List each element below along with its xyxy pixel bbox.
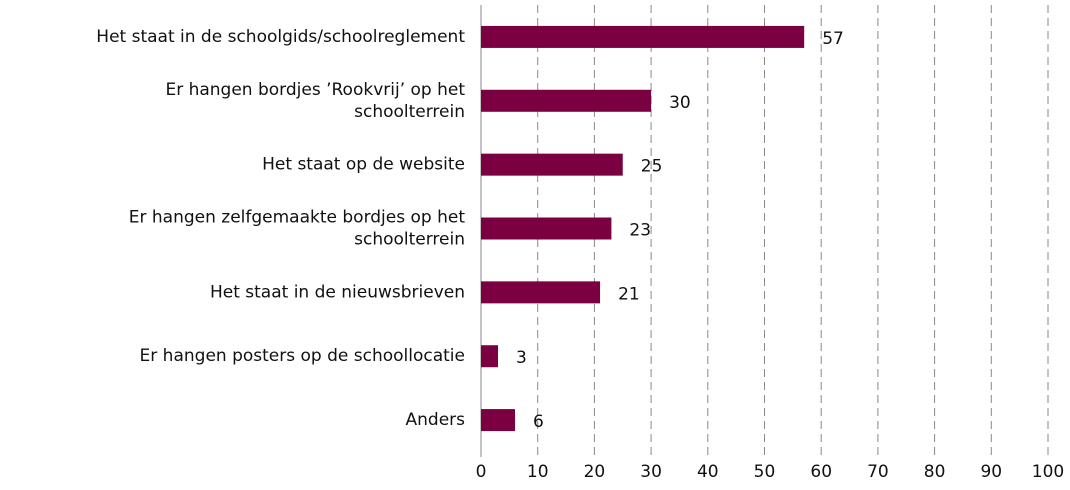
x-tick-label: 100: [1032, 462, 1064, 482]
data-label: 25: [641, 157, 663, 177]
bar: [481, 409, 516, 432]
y-tick-label: Anders: [406, 410, 466, 430]
data-label: 30: [669, 93, 691, 113]
bar: [481, 217, 612, 240]
data-label: 57: [822, 29, 844, 49]
x-tick-label: 50: [754, 462, 776, 482]
bar: [481, 281, 601, 304]
bar: [481, 345, 499, 368]
x-tick-label: 0: [476, 462, 487, 482]
data-label: 3: [516, 348, 527, 368]
x-tick-label: 10: [527, 462, 549, 482]
x-tick-label: 70: [867, 462, 889, 482]
x-tick-label: 40: [697, 462, 719, 482]
x-tick-label: 20: [584, 462, 606, 482]
x-tick-label: 30: [640, 462, 662, 482]
y-tick-label: Het staat in de schoolgids/schoolregleme…: [96, 27, 465, 47]
y-tick-label: Er hangen zelfgemaakte bordjes op het sch…: [129, 208, 466, 250]
bar: [481, 153, 623, 176]
y-tick-label: Het staat op de website: [262, 155, 465, 175]
bar: [481, 89, 652, 112]
data-label: 21: [618, 284, 640, 304]
x-tick-label: 90: [980, 462, 1002, 482]
x-tick-label: 60: [810, 462, 832, 482]
data-label: 6: [533, 412, 544, 432]
x-tick-label: 80: [924, 462, 946, 482]
data-label: 23: [629, 221, 651, 241]
y-tick-label: Er hangen posters op de schoollocatie: [140, 346, 465, 366]
bar: [481, 25, 805, 48]
y-tick-label: Er hangen bordjes ’Rookvrij’ op het schoo…: [165, 80, 465, 122]
y-tick-label: Het staat in de nieuwsbrieven: [210, 282, 465, 302]
